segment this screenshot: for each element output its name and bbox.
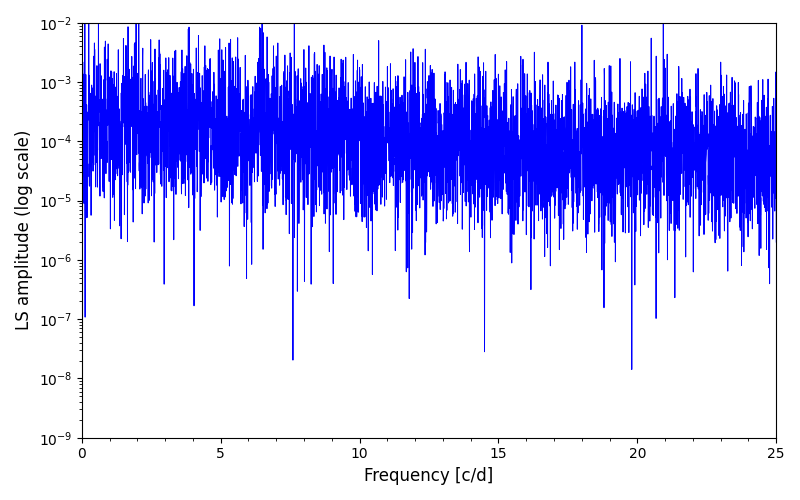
X-axis label: Frequency [c/d]: Frequency [c/d] (364, 467, 494, 485)
Y-axis label: LS amplitude (log scale): LS amplitude (log scale) (15, 130, 33, 330)
